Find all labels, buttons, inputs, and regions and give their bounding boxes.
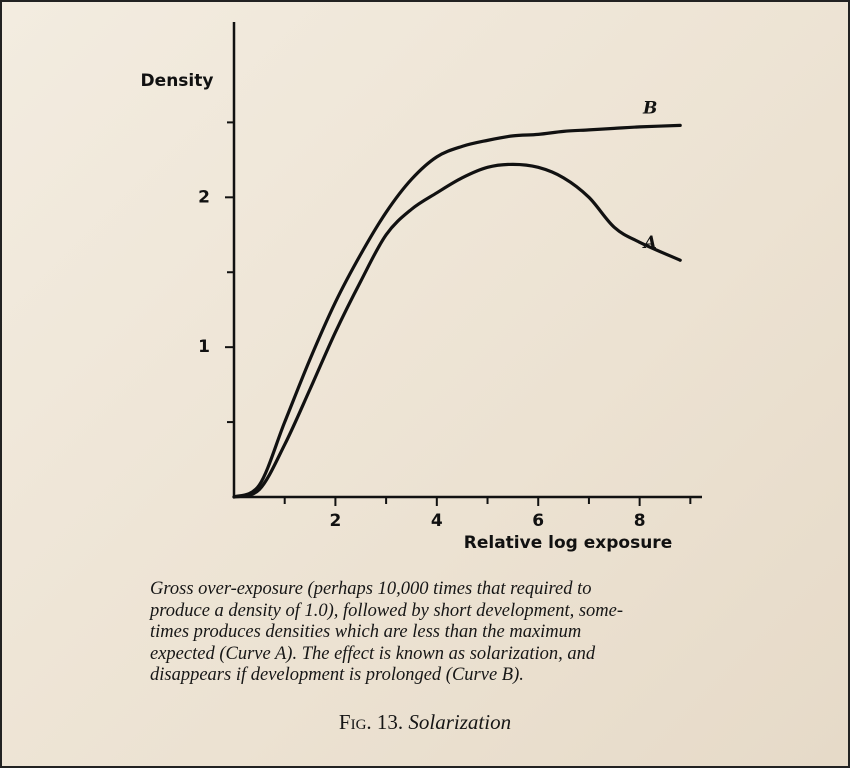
curve-label: A — [642, 233, 657, 253]
curve — [232, 162, 682, 499]
x-tick-label: 4 — [431, 511, 443, 531]
curve-label: B — [642, 98, 657, 118]
y-axis-title: Density — [141, 71, 214, 91]
y-tick-label: 1 — [198, 337, 210, 357]
caption-line: Gross over-exposure (perhaps 10,000 time… — [150, 579, 592, 599]
x-tick-label: 2 — [329, 511, 341, 531]
curve — [232, 123, 682, 499]
x-tick-label: 6 — [532, 511, 544, 531]
figure-title: Solarization — [408, 710, 512, 734]
x-axis-title: Relative log exposure — [464, 533, 672, 553]
caption-line: disappears if development is prolonged (… — [150, 665, 524, 685]
caption-line: produce a density of 1.0), followed by s… — [150, 600, 624, 621]
figure-number: Fig. 13. — [338, 710, 404, 734]
caption-line: times produces densities which are less … — [150, 622, 582, 642]
caption-line: expected (Curve A). The effect is known … — [150, 643, 596, 664]
figure-label: Fig. 13. Solarization — [2, 710, 848, 735]
x-tick-label: 8 — [634, 511, 646, 531]
caption: Gross over-exposure (perhaps 10,000 time… — [150, 579, 623, 687]
y-tick-label: 2 — [198, 187, 210, 207]
chart: Density Relative log exposure 1 2 2 4 6 8 B A — [141, 22, 702, 553]
